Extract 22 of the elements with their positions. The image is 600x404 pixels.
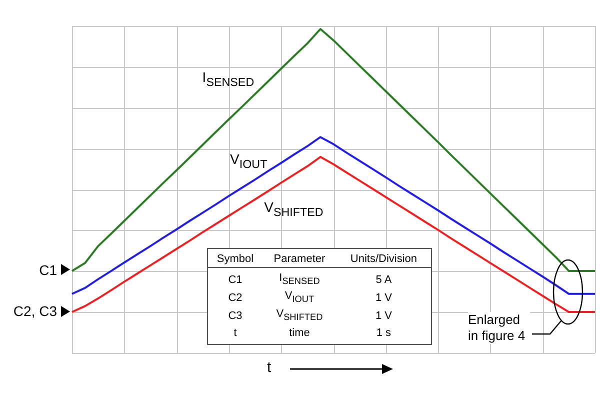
annotation: Symbol xyxy=(216,252,255,267)
annotation: 5 A xyxy=(374,272,393,288)
text: time xyxy=(288,326,311,341)
annotation: V$_{SHIFTED}$ xyxy=(275,307,324,325)
series-label: V$_{SHIFTED}$ xyxy=(264,199,324,219)
text: t xyxy=(232,326,238,341)
annotation: Units/Division xyxy=(349,252,418,267)
annotation: 1 V xyxy=(374,308,393,324)
series-label: I$_{SENSED}$ xyxy=(202,69,254,90)
annotation: Parameter xyxy=(272,252,326,267)
annotation: I$_{SENSED}$ xyxy=(278,271,321,288)
text: 1 s xyxy=(375,326,392,341)
annotation: C2 xyxy=(227,290,244,306)
annotation: V$_{IOUT}$ xyxy=(284,289,316,306)
annotation: C1 xyxy=(227,272,244,288)
series-label: V$_{IOUT}$ xyxy=(230,150,268,171)
text: Enlarged in figure 4 xyxy=(468,312,530,344)
x-axis-title: t xyxy=(267,359,272,376)
text: C1 xyxy=(39,262,57,278)
annotation: C3 xyxy=(227,308,244,324)
annotation: 1 V xyxy=(374,290,393,306)
text: C2, C3 xyxy=(13,303,57,319)
